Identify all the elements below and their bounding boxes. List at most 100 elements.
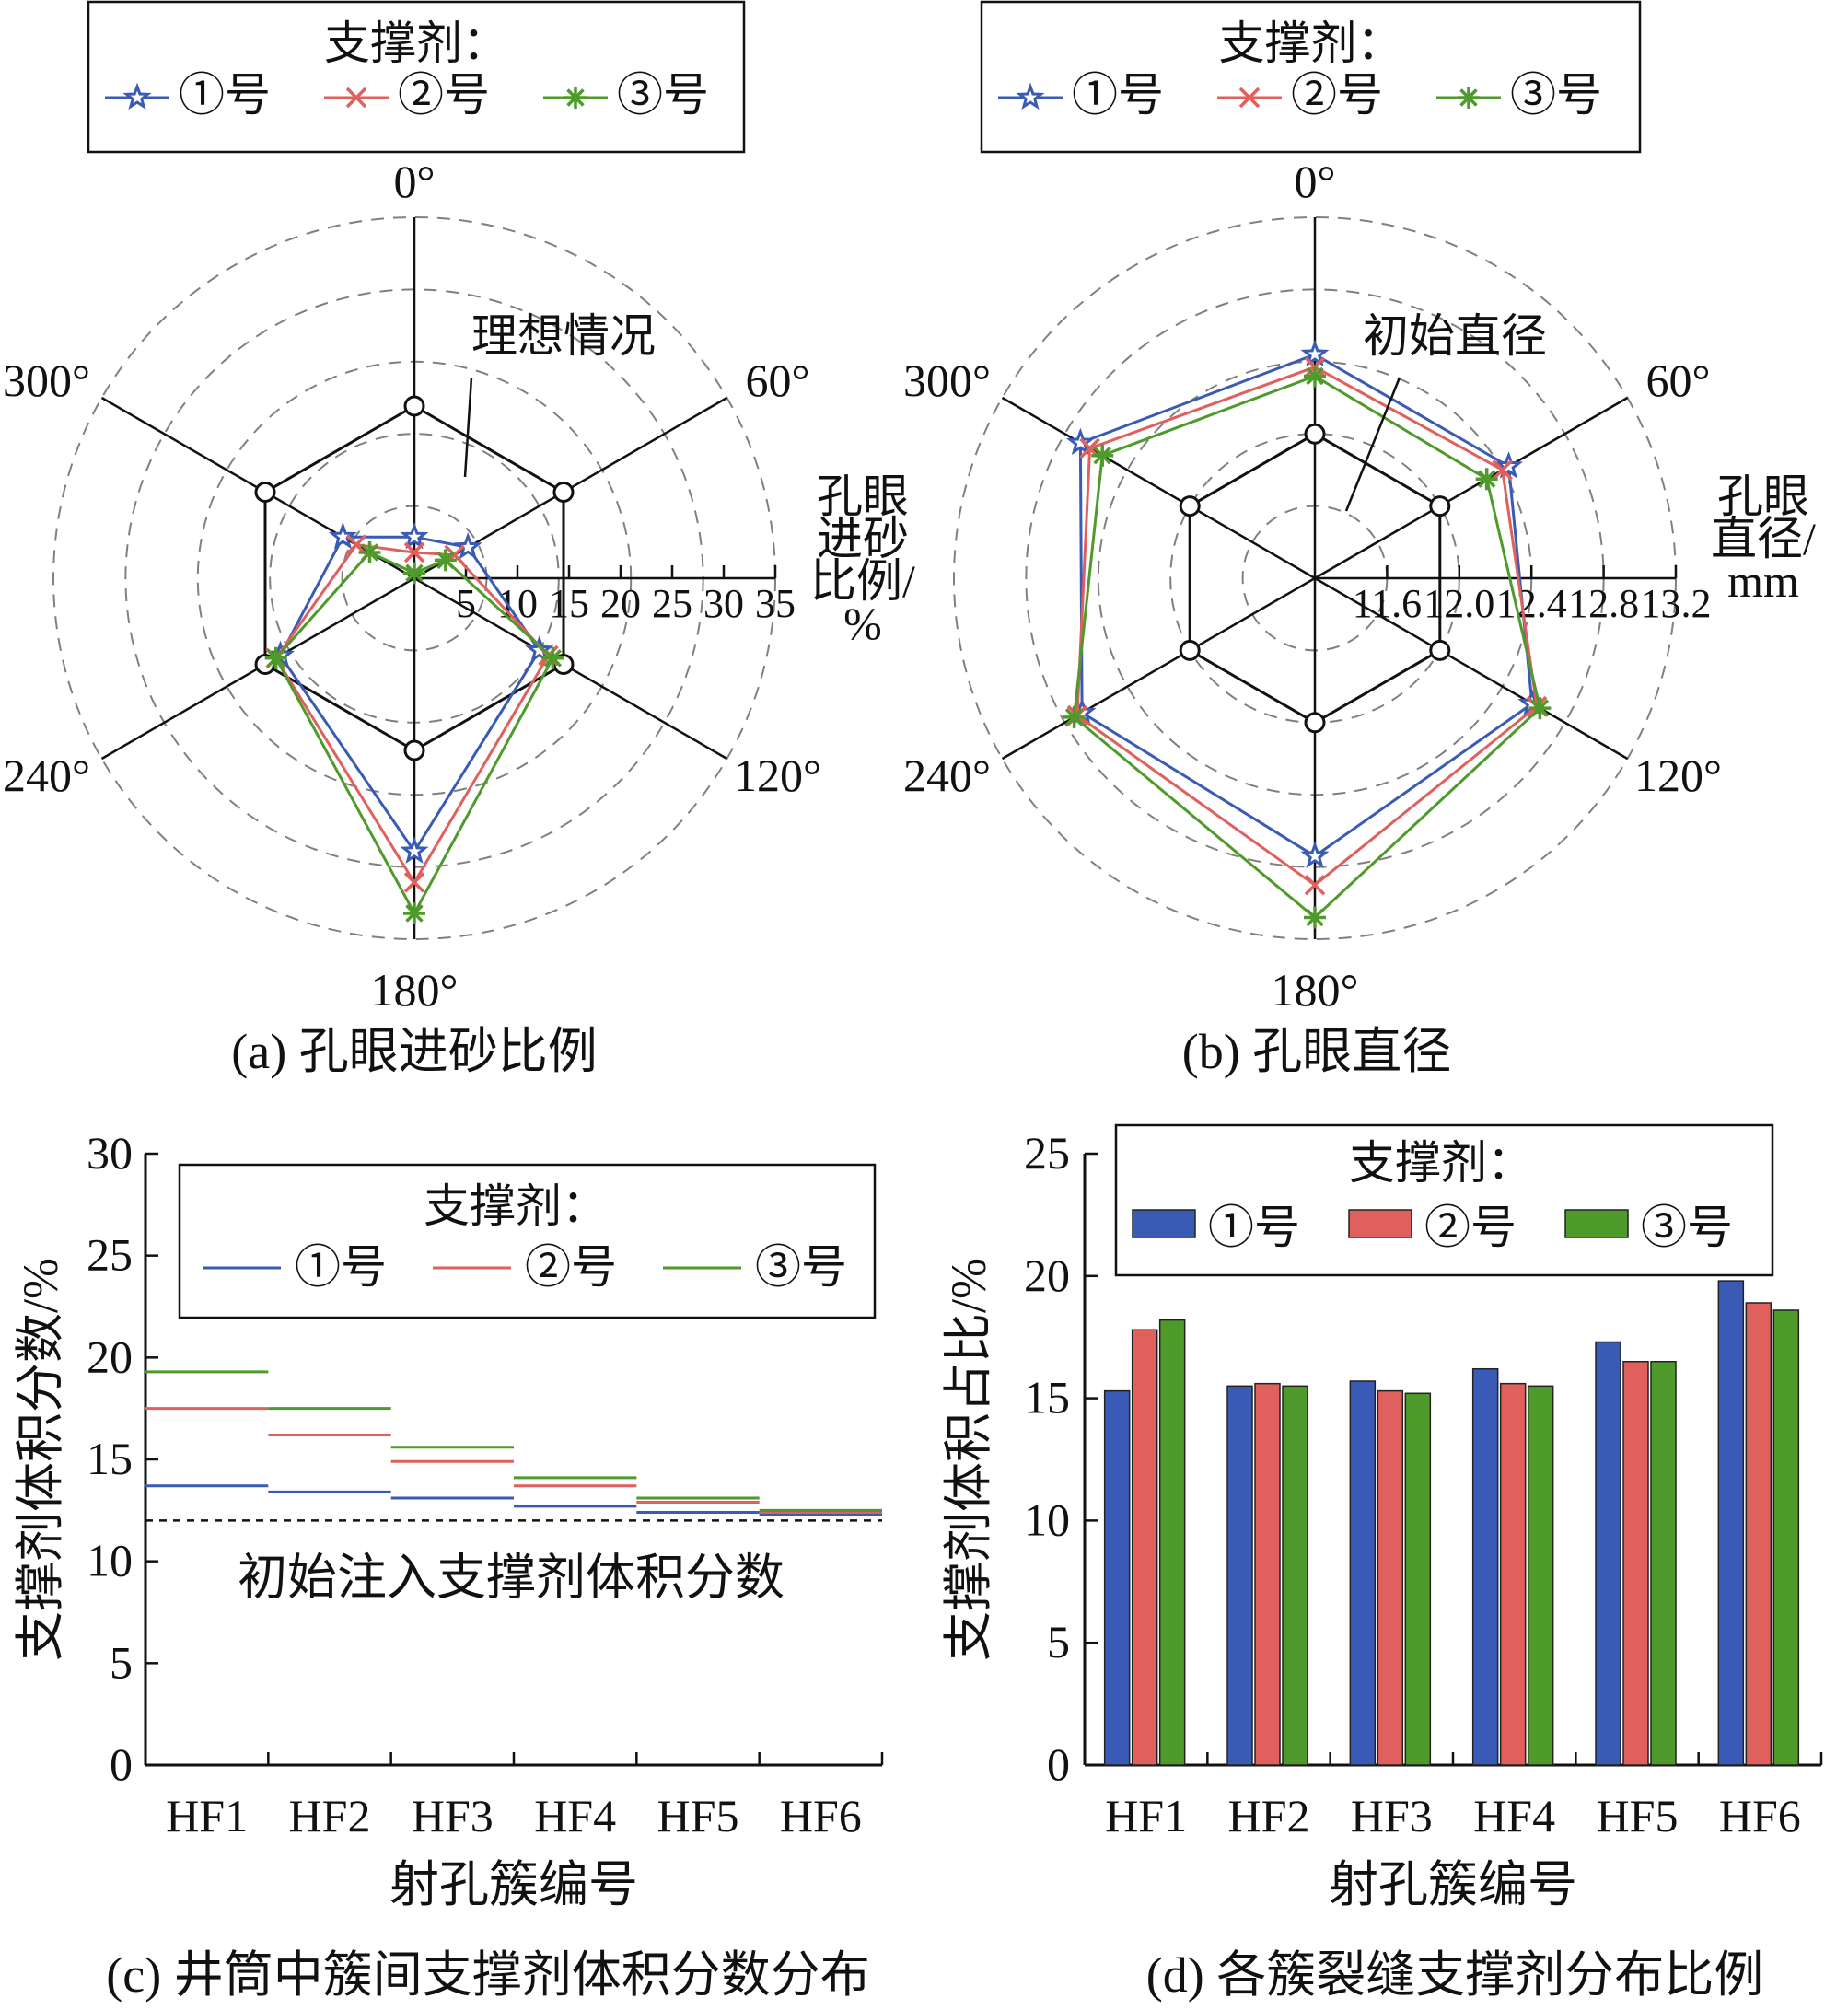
series-2-point: [1492, 459, 1513, 481]
series-1-point: [328, 521, 357, 550]
series-3-point-shape: [1475, 468, 1498, 491]
legend-entry: ②号: [398, 69, 490, 121]
caption-d: (d) 各簇裂缝支撑剂分布比例: [1146, 1947, 1763, 2003]
series-1-point: [1065, 427, 1095, 456]
spoke-line: [1001, 396, 1316, 580]
angle-label: 240°: [903, 749, 991, 801]
series-1-point-shape: [453, 531, 482, 560]
x-tick-label: HF4: [1473, 1790, 1555, 1842]
series-1-point: [525, 634, 554, 663]
legend-marker: [1238, 87, 1261, 109]
legend-entry: ②号: [525, 1241, 617, 1293]
legend-entry: ①号: [295, 1241, 387, 1293]
legend-entry: ③号: [1641, 1202, 1733, 1253]
series-3-point-shape: [1304, 365, 1326, 388]
caption-c: (c) 井筒中簇间支撑剂体积分数分布: [106, 1947, 869, 2003]
panel-c-step-volume-fraction: 0 5 10 15 20 25 30 HF1 HF2 HF3 HF4 HF5 HF6 射孔簇编号 支撑剂体积…: [13, 1127, 884, 1912]
angle-label: 0°: [1295, 156, 1336, 207]
ideal-marker: [1429, 639, 1451, 661]
series-3-point: [541, 646, 564, 669]
radial-axis-label: 进砂: [817, 513, 909, 564]
annotation-pointer: [1344, 377, 1401, 512]
ideal-marker: [1429, 495, 1451, 517]
series-3-point-shape: [1304, 906, 1326, 929]
series-2-bar: [1131, 1329, 1158, 1766]
series-2-point-shape: [1492, 459, 1513, 481]
series-1-point: [1300, 841, 1330, 868]
angle-label: 60°: [745, 354, 809, 406]
series-3-point: [1475, 468, 1498, 491]
legend-swatch: [1132, 1209, 1196, 1238]
series-3-point: [434, 549, 457, 572]
radial-axis-label: 直径/: [1711, 513, 1816, 564]
x-tick-label: HF6: [780, 1790, 862, 1842]
ideal-marker: [403, 395, 425, 417]
series-3-point-shape: [264, 646, 287, 669]
spoke-line: [1001, 576, 1316, 761]
angle-label: 300°: [3, 354, 90, 406]
series-3-point-shape: [1528, 697, 1552, 720]
legend-marker-shape: [1238, 87, 1261, 109]
series-3-point: [403, 902, 425, 924]
y-tick-label: 10: [1024, 1493, 1070, 1545]
radial-axis-label: 孔眼: [1717, 471, 1809, 522]
radial-tick-label: 13.2: [1641, 581, 1712, 626]
legend-entry: ②号: [1291, 69, 1383, 121]
series-3-bar: [1772, 1309, 1800, 1766]
angle-label: 180°: [371, 964, 459, 1016]
legend-marker: [345, 87, 367, 109]
series-1-point: [1300, 339, 1330, 367]
caption-b: (b) 孔眼直径: [1182, 1024, 1451, 1079]
reference-label: 初始注入支撑剂体积分数: [238, 1550, 785, 1605]
y-tick-label: 20: [1024, 1249, 1070, 1301]
angle-label: 120°: [1634, 749, 1722, 801]
series-2-point: [403, 872, 425, 893]
series-3-point-shape: [1091, 444, 1114, 467]
y-axis-label: 支撑剂体积占比/%: [941, 1258, 996, 1661]
series-1-bar: [1349, 1380, 1377, 1766]
x-tick-label: HF2: [1228, 1790, 1310, 1842]
series-3-bar: [1404, 1392, 1432, 1766]
radial-axis-label: mm: [1727, 555, 1799, 607]
series-3-point: [1091, 444, 1114, 467]
legend-entry: ①号: [179, 69, 271, 121]
legend-entry: ③号: [1510, 69, 1602, 121]
x-axis-label: 射孔簇编号: [389, 1857, 638, 1912]
series-2-bar: [1745, 1302, 1772, 1766]
legend-marker-shape: [122, 82, 152, 110]
radial-tick-label: 12.4: [1496, 581, 1567, 626]
legend-entry: ③号: [617, 69, 709, 121]
y-tick-label: 15: [87, 1433, 133, 1484]
series-1-point: [400, 521, 429, 550]
series-3-point-shape: [358, 541, 381, 563]
y-tick-label: 25: [1024, 1127, 1070, 1179]
legend-swatch: [1348, 1209, 1412, 1238]
caption-a: (a) 孔眼进砂比例: [231, 1024, 597, 1079]
radial-tick-label: 15: [549, 581, 589, 626]
legend-entry: ①号: [1072, 69, 1164, 121]
series-3-bar: [1527, 1385, 1554, 1766]
spoke-line: [1314, 576, 1629, 761]
x-tick-label: HF3: [1351, 1790, 1433, 1842]
radial-tick-label: 12.8: [1568, 581, 1639, 626]
legend-swatch: [1564, 1209, 1629, 1238]
series-3-point-shape: [403, 562, 425, 585]
series-1-bar: [1103, 1389, 1131, 1766]
y-tick-label: 20: [87, 1330, 133, 1382]
y-tick-label: 25: [87, 1229, 133, 1281]
series-2-bar: [1377, 1389, 1404, 1766]
spoke-line: [1314, 396, 1629, 580]
y-tick-label: 0: [110, 1738, 133, 1790]
series-3-bar: [1650, 1361, 1677, 1766]
series-2-bar: [1622, 1361, 1649, 1766]
series-3-point-shape: [541, 646, 564, 669]
y-tick-label: 30: [87, 1127, 133, 1179]
series-1-point: [400, 836, 429, 864]
radial-axis-label: %: [843, 598, 882, 649]
series-3-point: [1528, 697, 1552, 720]
x-tick-label: HF5: [1597, 1790, 1679, 1842]
legend-box: [1114, 1123, 1774, 1277]
legend-title: 支撑剂：: [1349, 1137, 1533, 1189]
legend-title: 支撑剂：: [1219, 17, 1403, 69]
